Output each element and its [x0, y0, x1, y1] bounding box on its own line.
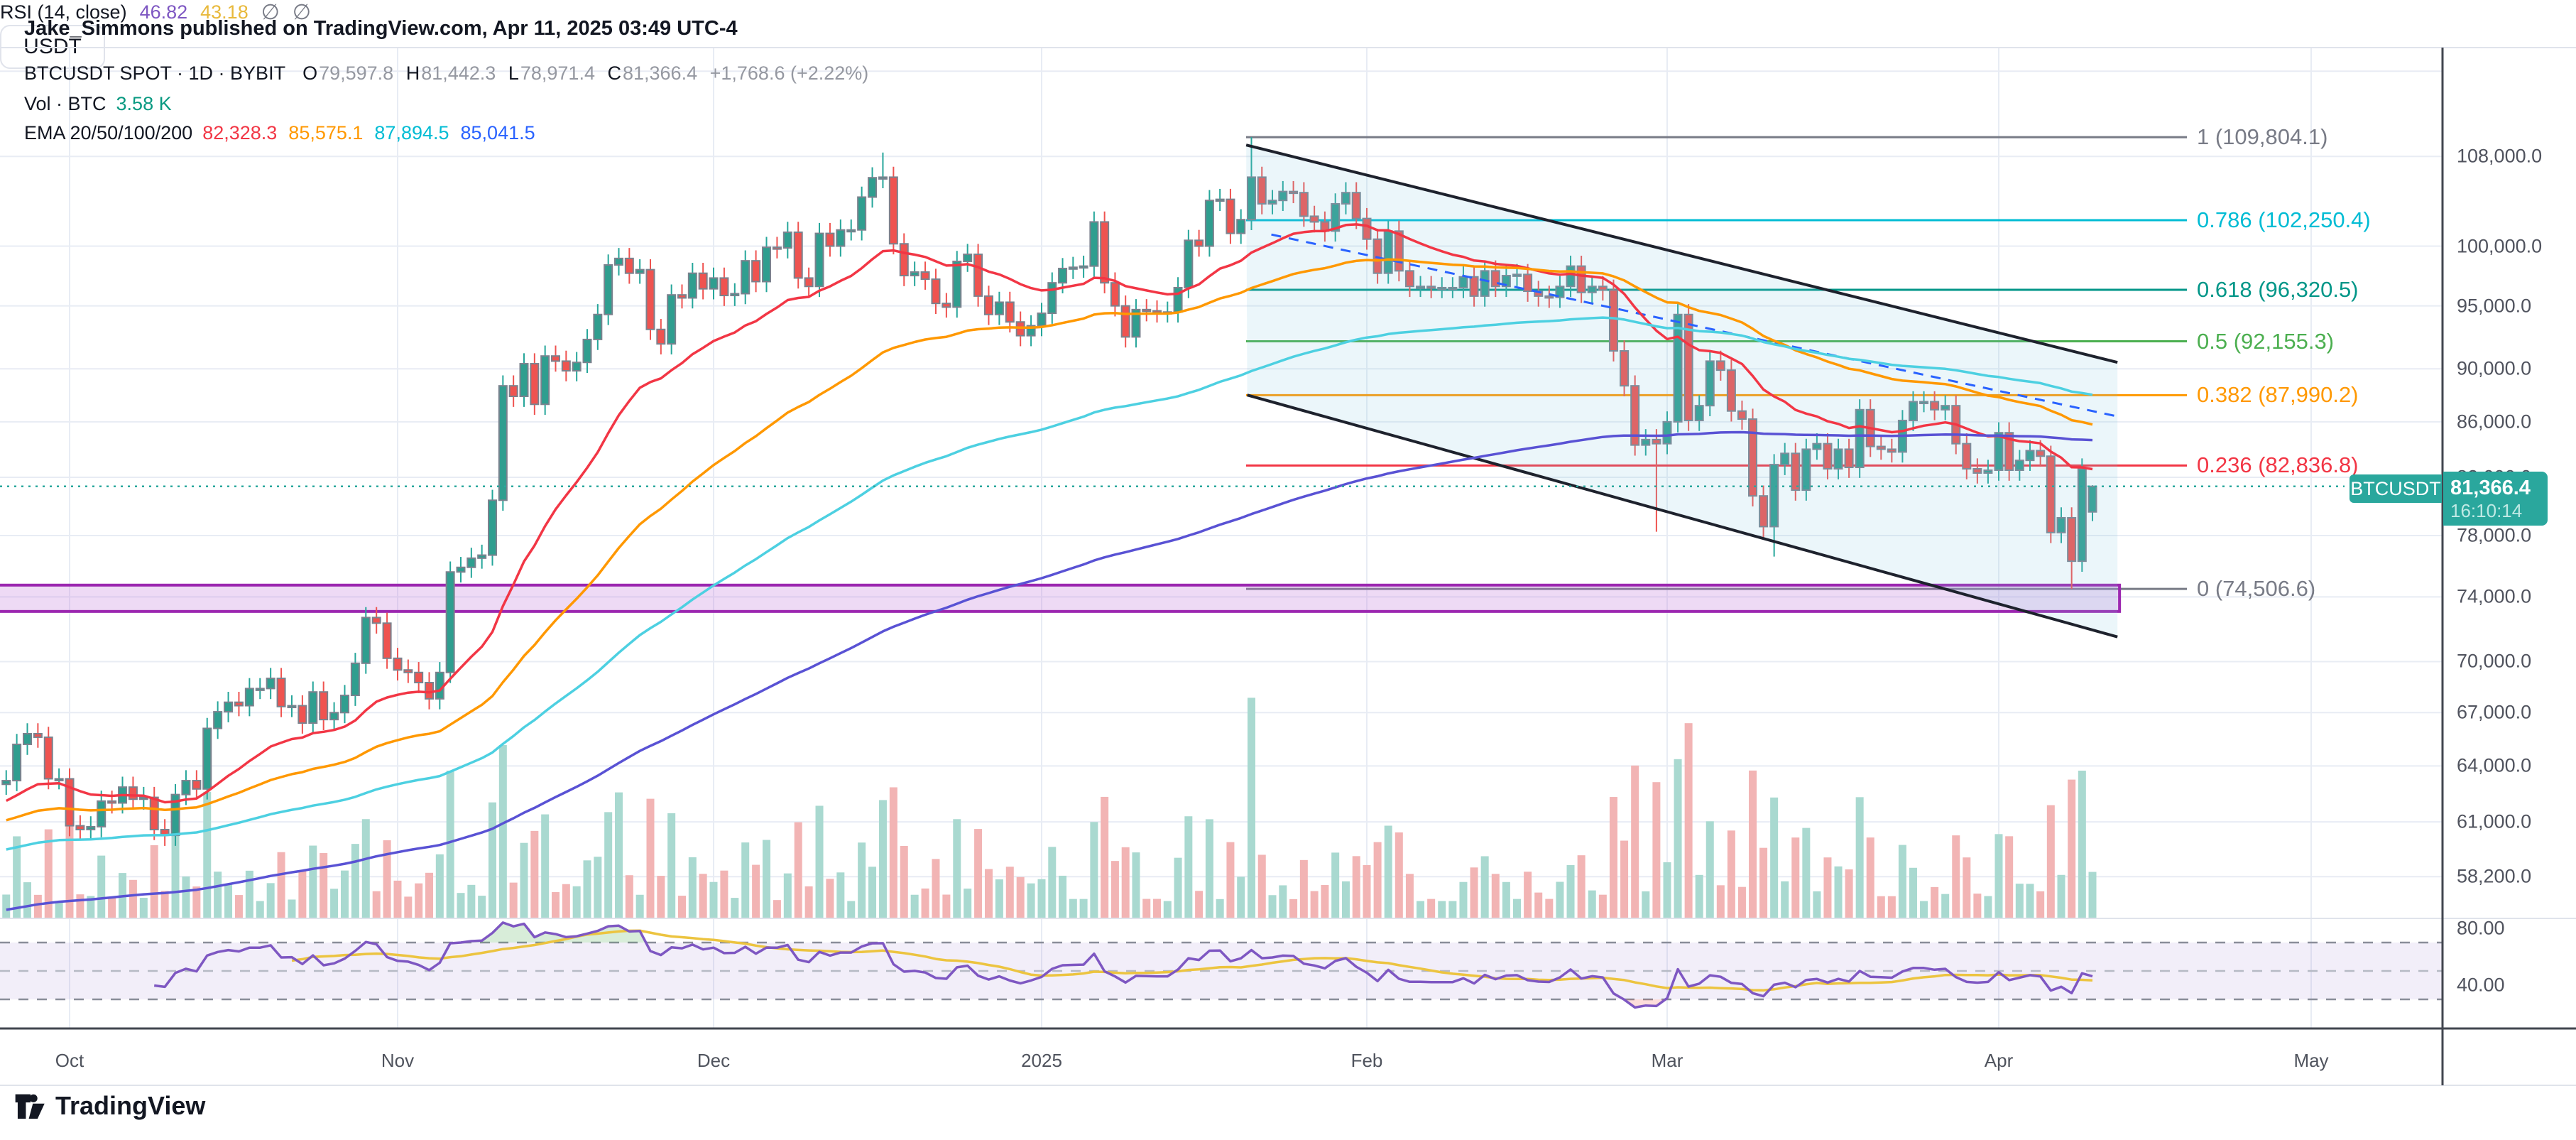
last-price-symbol-flag: BTCUSDT	[2349, 474, 2442, 503]
ema-value: 85,041.5	[460, 122, 535, 143]
ema-value: 87,894.5	[374, 122, 449, 143]
price-pane	[0, 136, 2187, 918]
high-label: H	[405, 63, 420, 84]
fib-level-label: 0.786 (102,250.4)	[2197, 207, 2371, 233]
rsi-empty-icon: ∅	[261, 1, 280, 24]
time-axis-label: Mar	[1651, 1050, 1683, 1071]
ema-values: 82,328.3 85,575.1 87,894.5 85,041.5	[202, 122, 546, 144]
rsi-pane	[0, 921, 2443, 1009]
time-axis-label: Dec	[697, 1050, 731, 1071]
price-axis-tick: 67,000.0	[2457, 701, 2532, 723]
price-axis-tick: 100,000.0	[2457, 235, 2543, 257]
ema-lines	[5, 223, 2093, 911]
ema-label: EMA 20/50/100/200	[24, 122, 193, 143]
fib-level-label: 1 (109,804.1)	[2197, 124, 2328, 150]
time-axis-label: 2025	[1021, 1050, 1062, 1071]
descending-channel	[1245, 143, 2118, 639]
high-value: 81,442.3	[421, 63, 496, 84]
rsi-axis-tick: 80.00	[2457, 917, 2505, 939]
volume-label: Vol · BTC	[24, 93, 107, 114]
time-axis-label: Feb	[1350, 1050, 1383, 1071]
time-axis-label: Apr	[1984, 1050, 2014, 1071]
rsi-label: RSI (14, close)	[0, 1, 127, 23]
open-value: 79,597.8	[319, 63, 394, 84]
price-axis-tick: 70,000.0	[2457, 650, 2532, 672]
fib-level-label: 0.382 (87,990.2)	[2197, 382, 2359, 408]
price-axis-tick: 61,000.0	[2457, 810, 2532, 832]
price-axis-tick: 108,000.0	[2457, 145, 2543, 167]
last-price-value: 81,366.4	[2450, 477, 2531, 499]
price-axis-tick: 86,000.0	[2457, 411, 2532, 433]
rsi-value: 46.82	[139, 1, 188, 23]
volume-bars	[2, 697, 2097, 918]
tradingview-brand-text: TradingView	[55, 1091, 206, 1120]
time-axis-label: Oct	[55, 1050, 84, 1071]
volume-value: 3.58 K	[116, 93, 172, 114]
bar-countdown: 16:10:14	[2450, 500, 2523, 521]
fib-level-label: 0 (74,506.6)	[2197, 576, 2316, 602]
symbol-legend-row[interactable]: BTCUSDT SPOT · 1D · BYBIT O79,597.8 H81,…	[24, 63, 868, 85]
open-label: O	[302, 63, 318, 84]
rsi-axis-tick: 40.00	[2457, 974, 2505, 996]
time-axis-label: May	[2293, 1050, 2329, 1071]
low-label: L	[508, 63, 519, 84]
rsi-legend-row[interactable]: RSI (14, close) 46.82 43.18 ∅ ∅	[0, 0, 2576, 25]
tradingview-branding[interactable]: TradingView	[14, 1090, 205, 1122]
candlesticks	[1, 137, 2097, 846]
price-axis-tick: 95,000.0	[2457, 295, 2532, 317]
published-header: Jake_Simmons published on TradingView.co…	[24, 17, 738, 40]
ema-value: 85,575.1	[288, 122, 364, 143]
change-value: +1,768.6 (+2.22%)	[709, 63, 869, 84]
close-value: 81,366.4	[622, 63, 698, 84]
tradingview-logo-icon	[15, 1094, 45, 1119]
price-axis-tick: 90,000.0	[2457, 357, 2532, 379]
ema-legend-row[interactable]: EMA 20/50/100/200 82,328.3 85,575.1 87,894…	[24, 122, 547, 144]
last-price-box: 81,366.4 16:10:14	[2443, 472, 2548, 526]
volume-legend-row[interactable]: Vol · BTC 3.58 K	[24, 93, 172, 115]
close-label: C	[607, 63, 621, 84]
ohlc-values: O79,597.8 H81,442.3 L78,971.4 C81,366.4 …	[295, 63, 868, 85]
price-axis-tick: 58,200.0	[2457, 865, 2532, 887]
rsi-empty-icon: ∅	[292, 1, 311, 24]
price-axis-tick: 78,000.0	[2457, 524, 2532, 546]
fib-level-label: 0.618 (96,320.5)	[2197, 277, 2359, 302]
gridlines	[0, 48, 2443, 1028]
low-value: 78,971.4	[520, 63, 595, 84]
symbol-title: BTCUSDT SPOT · 1D · BYBIT	[24, 63, 286, 84]
time-axis-label: Nov	[381, 1050, 415, 1071]
support-zone-band	[0, 583, 2122, 613]
fib-level-label: 0.5 (92,155.3)	[2197, 328, 2335, 354]
fib-level-label: 0.236 (82,836.8)	[2197, 452, 2359, 478]
ema-value: 82,328.3	[202, 122, 278, 143]
price-axis-tick: 64,000.0	[2457, 754, 2532, 776]
price-axis-tick: 74,000.0	[2457, 585, 2532, 607]
rsi-ma-value: 43.18	[200, 1, 249, 23]
